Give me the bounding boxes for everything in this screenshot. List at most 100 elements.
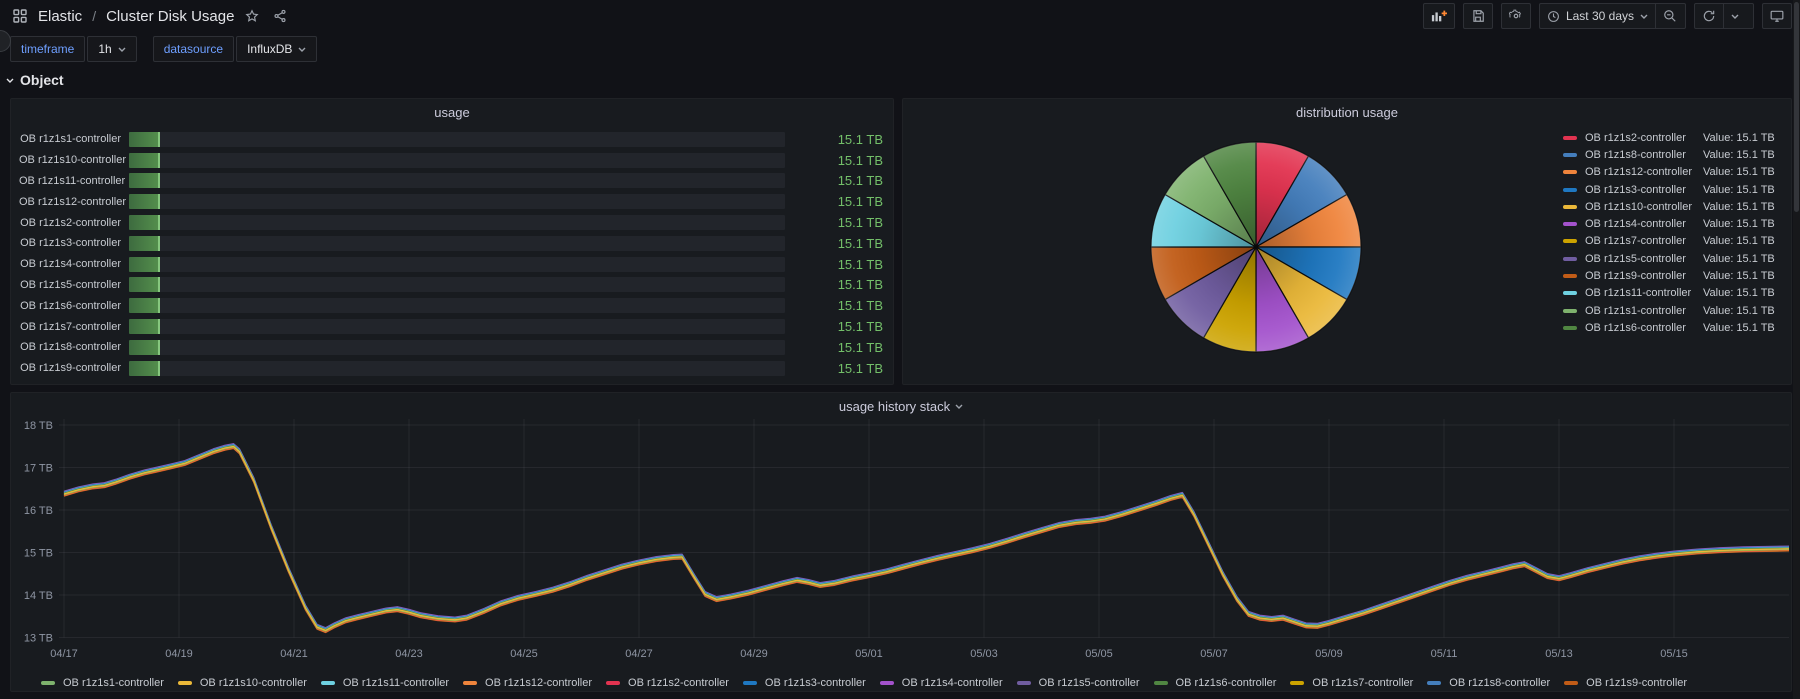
panel-usage: usage OB r1z1s1-controller 15.1 TB OB r1z1… [10,98,894,385]
legend-series-name: OB r1z1s7-controller [1312,677,1414,689]
gauge-track [129,215,785,231]
time-series-legend-item[interactable]: OB r1z1s4-controller [879,677,1003,689]
legend-series-value: Value: 15.1 TB [1703,200,1775,213]
chevron-down-icon [298,47,306,52]
series-line: OB r1z1s7-controller [63,446,1790,632]
pie-legend-item[interactable]: OB r1z1s1-controller Value: 15.1 TB [1563,302,1781,319]
pie-legend-item[interactable]: OB r1z1s8-controller Value: 15.1 TB [1563,146,1781,163]
chevron-down-icon [1640,14,1648,19]
gauge-track [129,339,785,355]
row-header-object[interactable]: Object [0,66,1800,94]
y-axis-tick-label: 15 TB [24,548,53,560]
refresh-button[interactable] [1694,3,1724,29]
time-series-legend-item[interactable]: OB r1z1s9-controller [1564,677,1687,689]
pie-legend-item[interactable]: OB r1z1s10-controller Value: 15.1 TB [1563,198,1781,215]
time-series-legend-item[interactable]: OB r1z1s3-controller [742,677,866,689]
x-axis-tick-label: 04/21 [280,648,308,660]
time-series-legend-item[interactable]: OB r1z1s5-controller [1016,677,1140,689]
legend-series-name: OB r1z1s9-controller [1585,270,1686,283]
pie-legend-item[interactable]: OB r1z1s7-controller Value: 15.1 TB [1563,233,1781,250]
x-axis-tick-label: 04/23 [395,648,423,660]
legend-swatch [1563,135,1577,140]
pie-legend-item[interactable]: OB r1z1s3-controller Value: 15.1 TB [1563,181,1781,198]
gauge-row-value: 15.1 TB [837,339,883,355]
gauge-row-value: 15.1 TB [837,319,883,335]
gauge-row: OB r1z1s12-controller 15.1 TB [19,191,883,212]
legend-series-value: Value: 15.1 TB [1703,270,1775,283]
chevron-down-icon [1731,14,1739,19]
legend-swatch [1016,681,1031,685]
time-series-legend-item[interactable]: OB r1z1s7-controller [1290,677,1413,689]
legend-swatch [1563,152,1577,157]
legend-swatch [1564,681,1579,685]
time-series-legend: OB r1z1s1-controller OB r1z1s10-controlle… [11,672,1791,692]
gauge-track [129,152,785,168]
x-axis-tick-label: 05/09 [1315,648,1343,660]
panel-history-title[interactable]: usage history stack [11,393,1791,419]
breadcrumb-folder[interactable]: Elastic [38,7,83,25]
legend-series-name: OB r1z1s11-controller [1585,287,1692,300]
breadcrumb-dashboard-title[interactable]: Cluster Disk Usage [106,7,235,25]
time-series-legend-item[interactable]: OB r1z1s11-controller [320,677,449,689]
share-icon[interactable] [270,6,290,26]
variable-datasource-select[interactable]: InfluxDB [236,36,318,62]
dashboard-settings-button[interactable] [1500,3,1531,29]
panel-distribution-title[interactable]: distribution usage [1296,104,1398,120]
gauge-row-value: 15.1 TB [837,277,883,293]
variable-timeframe-select[interactable]: 1h [87,36,137,62]
gauge-row-value: 15.1 TB [837,256,883,272]
pie-legend-item[interactable]: OB r1z1s11-controller Value: 15.1 TB [1563,285,1781,302]
y-axis-tick-label: 14 TB [24,590,53,602]
pie-legend-item[interactable]: OB r1z1s2-controller Value: 15.1 TB [1563,129,1781,146]
y-axis-tick-label: 16 TB [24,505,53,517]
add-panel-button[interactable] [1422,3,1455,29]
top-navbar: Elastic / Cluster Disk Usage Last 30 day… [0,0,1800,32]
pie-legend-item[interactable]: OB r1z1s12-controller Value: 15.1 TB [1563,164,1781,181]
panel-usage-title[interactable]: usage [434,104,470,120]
time-series-legend-item[interactable]: OB r1z1s10-controller [177,677,307,689]
series-line: OB r1z1s6-controller [63,445,1790,631]
legend-series-value: Value: 15.1 TB [1703,252,1775,265]
zoom-out-button[interactable] [1656,3,1686,29]
time-series-legend-item[interactable]: OB r1z1s8-controller [1427,677,1550,689]
time-range-picker[interactable]: Last 30 days [1538,3,1656,29]
kiosk-mode-button[interactable] [1762,3,1792,29]
pie-legend-item[interactable]: OB r1z1s5-controller Value: 15.1 TB [1563,250,1781,267]
apps-grid-icon[interactable] [10,6,30,26]
gauge-row-label: OB r1z1s9-controller [20,362,121,375]
gauge-row: OB r1z1s6-controller 15.1 TB [19,295,883,316]
scrollbar-thumb[interactable] [1794,2,1799,212]
time-series-legend-item[interactable]: OB r1z1s1-controller [41,677,164,689]
save-dashboard-button[interactable] [1462,3,1493,29]
time-series-legend-item[interactable]: OB r1z1s12-controller [463,677,592,689]
gauge-fill [129,277,160,293]
legend-swatch [1563,274,1577,279]
gauge-row-label: OB r1z1s10-controller [19,154,126,167]
x-axis-tick-label: 05/11 [1431,648,1458,660]
legend-series-name: OB r1z1s2-controller [628,677,729,689]
gauge-row: OB r1z1s8-controller 15.1 TB [19,337,883,358]
legend-series-value: Value: 15.1 TB [1703,148,1775,161]
dashboard-variables-bar: timeframe 1h datasource InfluxDB [0,32,1800,66]
page-scrollbar[interactable] [1793,0,1800,699]
variable-timeframe-label: timeframe [10,36,86,62]
legend-swatch [1563,256,1577,261]
pie-legend-item[interactable]: OB r1z1s4-controller Value: 15.1 TB [1563,215,1781,232]
y-axis-tick-label: 17 TB [24,463,53,475]
gauge-row-label: OB r1z1s12-controller [19,195,126,208]
refresh-interval-dropdown[interactable] [1724,3,1754,29]
series-line: OB r1z1s3-controller [63,444,1790,630]
legend-swatch [1563,187,1577,192]
series-line: OB r1z1s12-controller [63,447,1790,633]
series-line: OB r1z1s11-controller [63,444,1790,630]
time-series-legend-item[interactable]: OB r1z1s2-controller [606,677,729,689]
pie-legend-item[interactable]: OB r1z1s9-controller Value: 15.1 TB [1563,267,1781,284]
legend-swatch [606,681,621,685]
gauge-fill [129,173,160,189]
legend-series-value: Value: 15.1 TB [1703,304,1775,317]
pie-legend-item[interactable]: OB r1z1s6-controller Value: 15.1 TB [1563,319,1781,336]
time-series-legend-item[interactable]: OB r1z1s6-controller [1153,677,1276,689]
star-icon[interactable] [242,6,262,26]
legend-series-name: OB r1z1s5-controller [1585,252,1686,265]
y-axis-tick-label: 18 TB [24,420,53,432]
